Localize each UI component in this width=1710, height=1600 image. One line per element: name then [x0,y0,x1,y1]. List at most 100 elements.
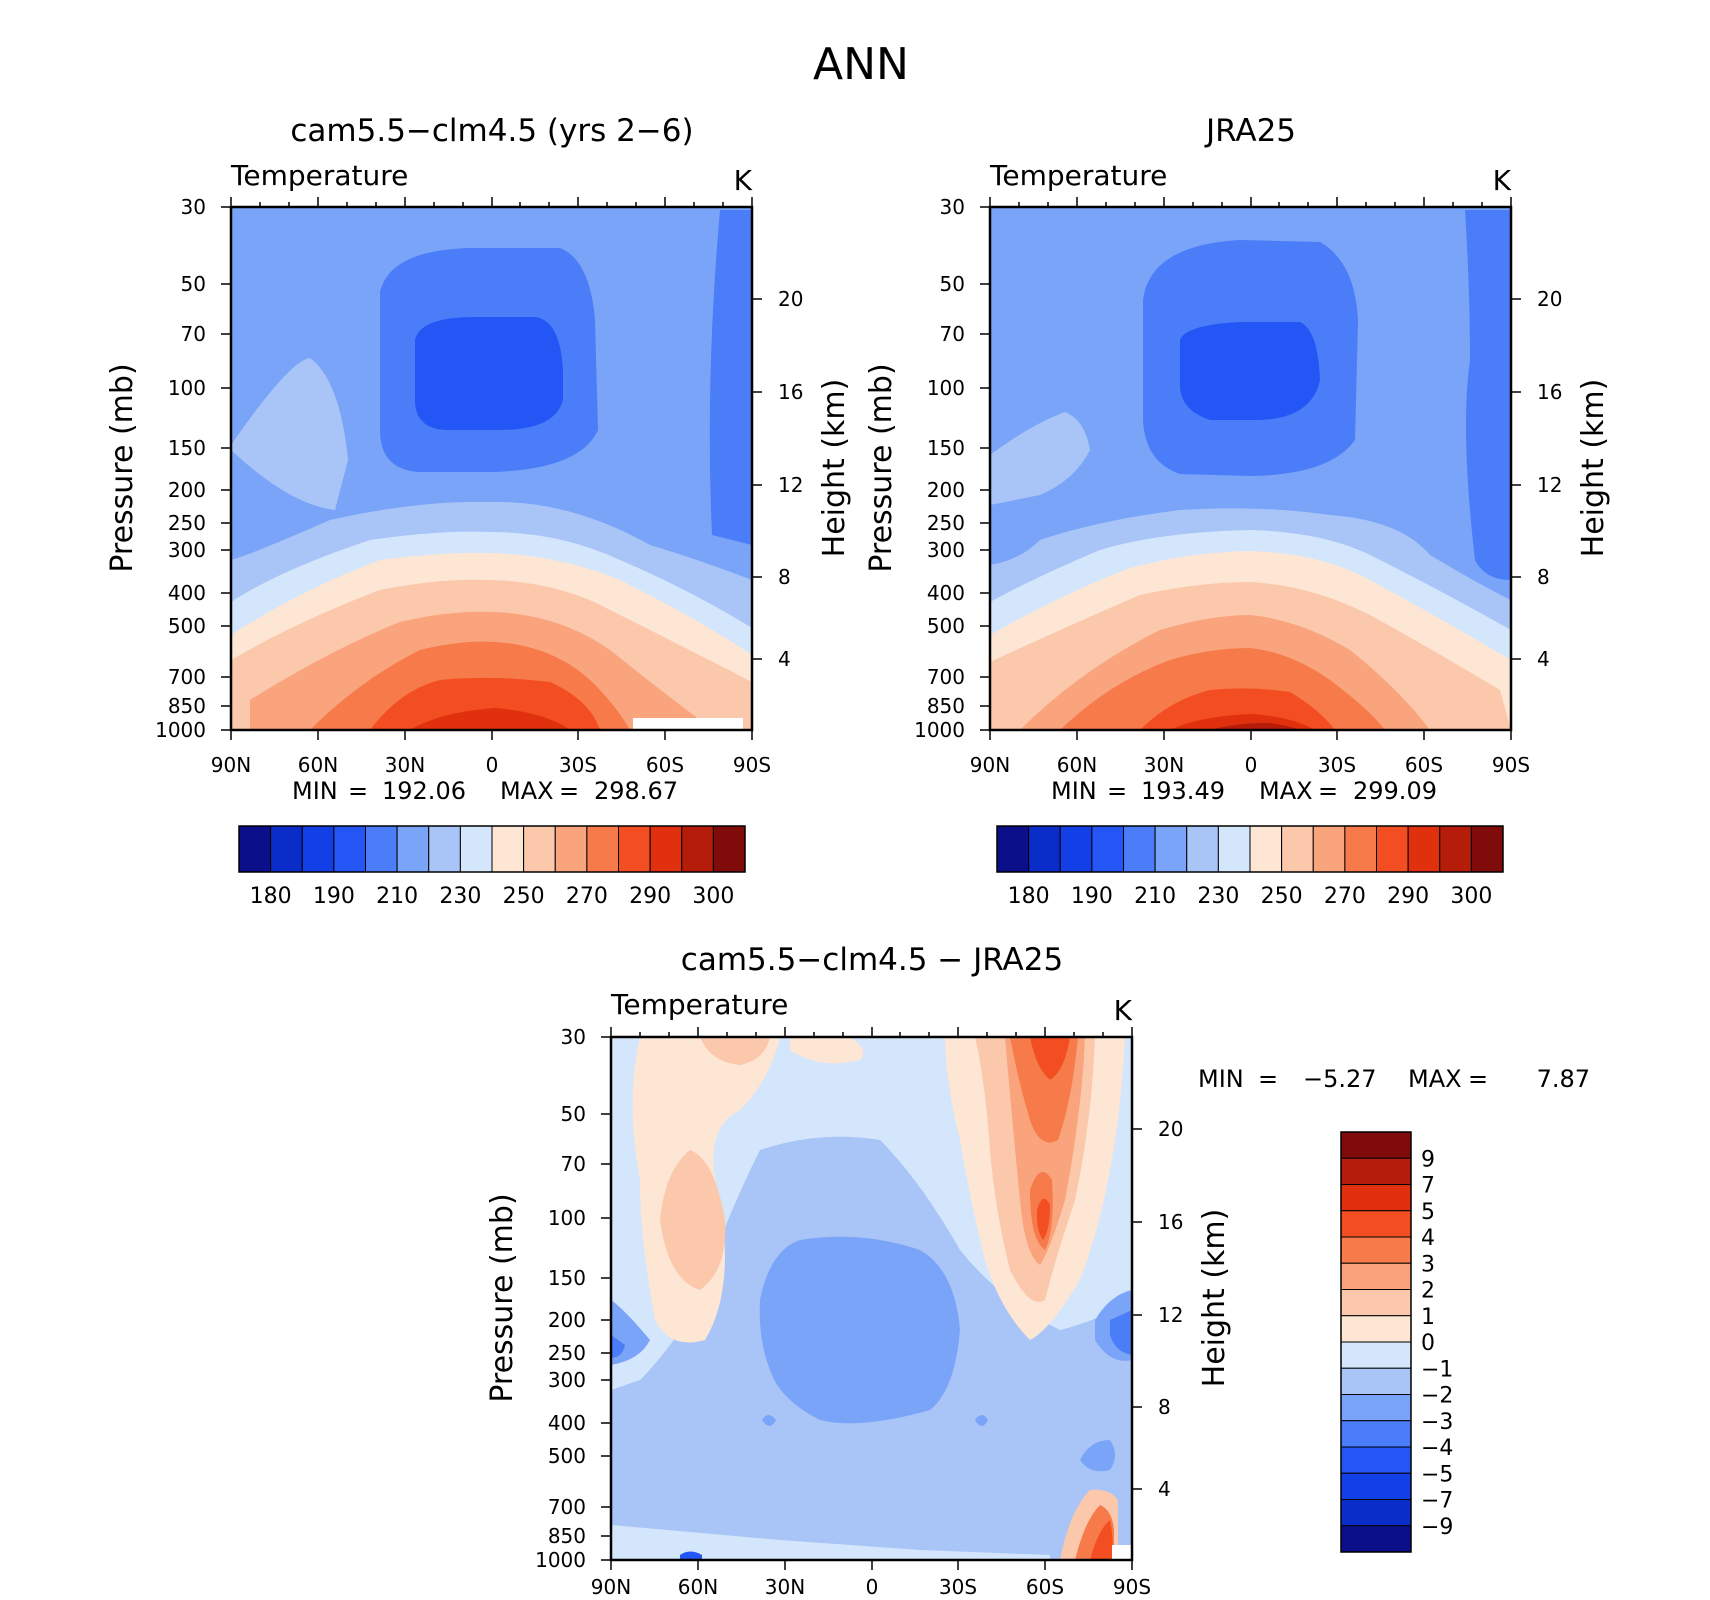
contour-obs-stratjet [1465,210,1511,580]
model-ytick-label: 850 [168,694,206,718]
colorbar-label: 290 [1387,884,1429,909]
diff-xtick-label: 30S [939,1575,977,1599]
colorbar-swatch [1340,1525,1412,1553]
colorbar-label: 1 [1421,1305,1435,1330]
colorbar-label: 250 [503,884,545,909]
model-xtick-label: 30N [385,753,425,777]
diff-max-label: MAX [1408,1065,1462,1093]
model-xtick-label: 0 [486,753,499,777]
colorbar-swatch [365,825,398,873]
model-title: cam5.5−clm4.5 (yrs 2−6) [290,113,693,149]
colorbar-frame [1340,1131,1412,1553]
model-y2tick-label: 4 [778,647,791,671]
colorbar-label: 0 [1421,1331,1435,1356]
diff-y2tick-label: 4 [1158,1477,1171,1501]
diff-ytick-label: 100 [548,1206,586,1230]
contour-diff-minus2-eq-small [762,1415,776,1426]
colorbar-label: 3 [1421,1252,1435,1277]
diff-title: cam5.5−clm4.5 − JRA25 [681,942,1063,978]
model-min-label: MIN [292,777,338,805]
colorbar-label: 5 [1421,1200,1435,1225]
colorbar-swatch [1340,1262,1412,1290]
obs-ytick-label: 500 [927,614,965,638]
model-max-value: 298.67 [594,777,678,805]
colorbar-label: 270 [566,884,608,909]
colorbar-swatch [523,825,556,873]
model-ylabel: Pressure (mb) [105,363,140,572]
colorbar-swatch [1470,825,1504,873]
colorbar-label: 270 [1324,884,1366,909]
colorbar-swatch [396,825,430,873]
obs-min-label: MIN [1051,777,1097,805]
obs-subtitle: Temperature [989,159,1167,192]
contour-model-nh-warm [231,358,348,510]
obs-ytick-label: 300 [927,538,965,562]
obs-ytick-label: 250 [927,511,965,535]
diff-y2label: Height (km) [1197,1209,1232,1388]
model-ytick-label: 200 [168,478,206,502]
colorbar-swatch [1340,1420,1412,1448]
contour-diff-minus2-sh-small [975,1415,988,1426]
diff-ytick-label: 300 [548,1368,586,1392]
diff-xtick-label: 90S [1113,1575,1151,1599]
colorbar-swatch [1059,825,1093,873]
colorbar-swatch [1340,1157,1412,1185]
colorbar-label: 2 [1421,1279,1435,1304]
obs-y2tick-label: 16 [1537,380,1562,404]
contour-obs-cold-2 [1180,322,1320,420]
obs-xtick-label: 0 [1245,753,1258,777]
model-xtick-label: 30S [559,753,597,777]
colorbar-swatch [1312,825,1346,873]
colorbar-swatch [1340,1472,1412,1500]
model-y2tick-label: 8 [778,565,791,589]
figure-title: ANN [813,39,909,90]
obs-max-label: MAX [1259,777,1313,805]
colorbar-swatch [996,825,1030,873]
diff-xtick-label: 0 [866,1575,879,1599]
model-ytick-label: 700 [168,665,206,689]
obs-ytick-label: 70 [940,322,965,346]
diff-ylabel: Pressure (mb) [485,1193,520,1402]
obs-ytick-label: 700 [927,665,965,689]
contour-diff-minus3-nh [611,1335,625,1358]
contour-diff-minus2-sh [1080,1440,1115,1472]
contour-diff-minus2-eq [759,1236,960,1424]
model-y2tick-label: 20 [778,287,803,311]
colorbar-label: −4 [1421,1436,1453,1461]
model-ytick-label: 300 [168,538,206,562]
colorbar-swatch [459,825,493,873]
obs-xtick-label: 60S [1405,753,1443,777]
colorbar-swatch [1028,825,1061,873]
colorbar-swatch [1340,1236,1412,1264]
model-ytick-label: 1000 [155,718,206,742]
obs-min-value: 193.49 [1141,777,1225,805]
panel-obs-field [990,207,1511,730]
model-units: K [734,164,753,197]
band-obs-300 [1210,722,1300,730]
contour-model-stratjet [709,210,752,545]
model-missing-data [633,718,743,730]
obs-y2tick-label: 20 [1537,287,1562,311]
colorbar-swatch [1340,1289,1412,1317]
diff-ytick-label: 30 [561,1025,586,1049]
colorbar-swatch [1249,825,1283,873]
colorbar-swatch [1281,825,1314,873]
colorbar-label: −3 [1421,1410,1453,1435]
colorbar-label: −7 [1421,1489,1453,1514]
model-min-eq: = [348,777,368,805]
diff-y2tick-label: 8 [1158,1395,1171,1419]
colorbar-swatch [428,825,461,873]
obs-units: K [1493,164,1512,197]
colorbar-swatch [1340,1394,1412,1422]
diff-missing-data [1112,1545,1132,1560]
colorbar-swatch [1340,1341,1412,1369]
diff-y2tick-label: 12 [1158,1303,1183,1327]
model-ytick-label: 150 [168,436,206,460]
obs-xtick-label: 90N [970,753,1010,777]
obs-ytick-label: 30 [940,195,965,219]
colorbar-swatch [301,825,335,873]
obs-colorbar: 180 190 210 230 250 270 290 300 [996,825,1504,909]
panel-model-ticks [221,197,762,740]
colorbar-label: 290 [629,884,671,909]
diff-ytick-label: 150 [548,1266,586,1290]
